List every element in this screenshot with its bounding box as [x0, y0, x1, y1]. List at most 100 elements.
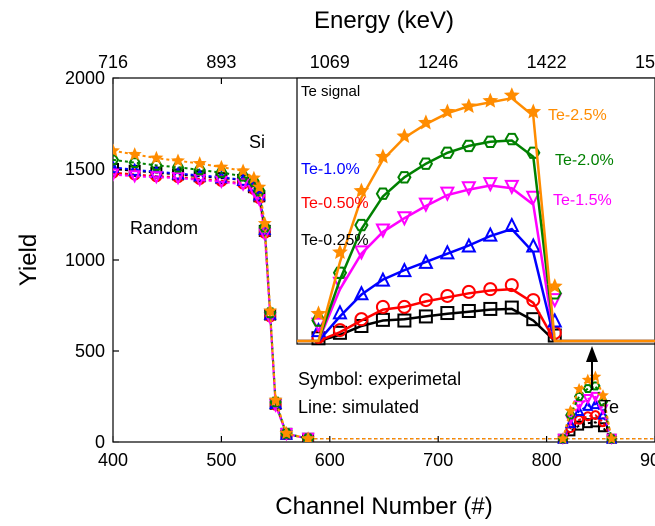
inset-fit-line — [297, 307, 655, 343]
data-point — [564, 404, 577, 416]
y-tick-label: 1500 — [65, 159, 105, 179]
data-point — [461, 303, 476, 318]
data-point — [263, 303, 278, 317]
data-point — [525, 237, 541, 253]
inset-title: Te signal — [301, 83, 360, 100]
data-point — [396, 261, 413, 278]
data-point — [418, 293, 433, 308]
data-point — [113, 143, 120, 157]
data-point — [397, 171, 412, 184]
data-point — [573, 400, 585, 412]
data-point — [332, 304, 348, 320]
data-point — [310, 305, 327, 321]
data-point — [301, 433, 315, 442]
symbol-note: Symbol: experimetal — [298, 369, 461, 389]
data-point — [525, 190, 541, 207]
data-point — [214, 159, 229, 174]
line-note: Line: simulated — [298, 397, 419, 417]
data-point — [127, 147, 142, 161]
data-point — [526, 293, 541, 308]
legend-label: Te-2.0% — [555, 152, 614, 169]
data-point — [332, 243, 348, 260]
data-point — [375, 271, 391, 287]
data-point — [546, 278, 563, 294]
data-point — [605, 432, 618, 444]
data-point — [268, 392, 283, 407]
data-point — [375, 148, 391, 164]
data-point — [354, 218, 369, 232]
legend-label: Te-0.50% — [301, 195, 369, 212]
data-point — [418, 309, 433, 324]
data-point — [525, 103, 542, 119]
data-point — [353, 285, 370, 301]
data-point — [597, 422, 608, 433]
data-point — [353, 182, 370, 198]
data-point — [171, 153, 185, 167]
data-point — [353, 245, 370, 261]
data-point — [417, 114, 434, 130]
data-point — [461, 139, 476, 153]
te-label: Te — [600, 397, 619, 417]
data-point — [397, 299, 412, 314]
data-point — [418, 253, 434, 269]
data-point — [354, 312, 369, 327]
data-point — [483, 135, 498, 148]
data-point — [589, 397, 601, 410]
data-point — [128, 170, 142, 184]
up-arrow-icon — [586, 346, 598, 390]
top-tick-label: 716 — [98, 52, 128, 72]
data-point — [113, 159, 120, 174]
data-point — [526, 312, 541, 327]
data-point — [332, 266, 348, 279]
top-axis-title: Energy (keV) — [314, 7, 454, 34]
data-point — [439, 186, 455, 202]
data-point — [461, 284, 476, 299]
x-tick-label: 900 — [640, 450, 655, 470]
legend-label: Te-1.5% — [553, 192, 612, 209]
data-point — [582, 399, 594, 411]
top-tick-label: 1069 — [310, 52, 350, 72]
data-point — [236, 178, 250, 192]
data-point — [236, 163, 251, 177]
inset-legend: Te-0.25% Te-0.50% Te-1.0% Te-1.5% Te-2.0% Te-… — [301, 107, 614, 249]
x-tick-label: 400 — [98, 450, 128, 470]
data-point — [301, 431, 316, 442]
data-point — [582, 384, 593, 393]
y-tick-label: 500 — [75, 341, 105, 361]
data-point — [375, 299, 390, 314]
x-tick-label: 800 — [532, 450, 562, 470]
data-point — [257, 216, 272, 230]
data-point — [246, 170, 261, 185]
random-line — [113, 149, 309, 440]
data-point — [171, 172, 185, 186]
data-point — [149, 171, 163, 185]
x-tick-label: 500 — [206, 450, 236, 470]
y-tick-label: 1000 — [65, 250, 105, 270]
data-point — [590, 410, 601, 421]
data-point — [597, 408, 609, 420]
data-point — [504, 278, 519, 293]
data-point — [482, 177, 498, 193]
y-tick-label: 2000 — [65, 68, 105, 88]
top-tick-label: 1599 — [635, 52, 655, 72]
y-axis-title: Yield — [15, 234, 42, 286]
data-point — [589, 391, 601, 404]
top-tick-label: 1246 — [418, 52, 458, 72]
inset-fit-line — [297, 139, 655, 343]
data-point — [279, 425, 294, 440]
data-point — [418, 197, 434, 213]
data-point — [482, 92, 499, 108]
x-tick-label: 700 — [423, 450, 453, 470]
random-spectra — [113, 143, 655, 442]
top-tick-label: 1422 — [527, 52, 567, 72]
data-point — [113, 168, 120, 182]
data-point — [418, 157, 434, 170]
data-point — [504, 300, 519, 315]
data-point — [573, 382, 586, 395]
data-point — [396, 128, 413, 144]
x-tick-label: 600 — [315, 450, 345, 470]
data-point — [504, 132, 519, 146]
data-point — [582, 393, 594, 406]
data-point — [460, 98, 477, 114]
